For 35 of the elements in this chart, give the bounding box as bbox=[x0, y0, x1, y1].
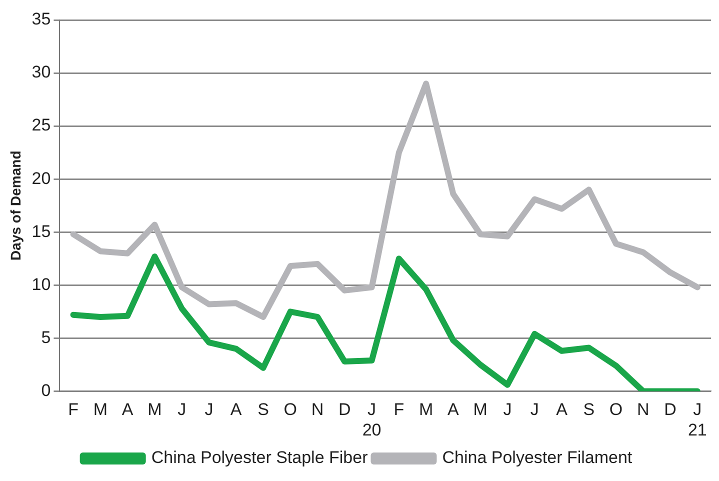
x-tick-label: A bbox=[122, 400, 134, 420]
x-tick-label: M bbox=[418, 400, 434, 420]
x-tick-label: J 21 bbox=[688, 400, 707, 440]
x-tick-label: M bbox=[93, 400, 108, 420]
x-tick-label: D bbox=[664, 400, 676, 420]
x-tick-label: O bbox=[609, 400, 623, 420]
y-tick-label: 35 bbox=[32, 10, 51, 29]
x-tick-label: J bbox=[204, 400, 214, 420]
x-tick-label: D bbox=[338, 400, 351, 420]
y-tick-label: 0 bbox=[41, 380, 51, 400]
y-tick-label: 20 bbox=[32, 168, 51, 188]
x-tick-label: F bbox=[394, 400, 404, 420]
x-tick-label: S bbox=[583, 400, 595, 420]
y-tick-label: 25 bbox=[32, 116, 51, 135]
x-tick-label: J 20 bbox=[362, 400, 382, 440]
x-tick-label: S bbox=[258, 400, 269, 420]
legend-label: China Polyester Staple Fiber bbox=[151, 448, 368, 468]
y-tick-label: 5 bbox=[41, 328, 51, 347]
x-tick-label: O bbox=[284, 400, 297, 420]
x-tick-label: N bbox=[637, 400, 650, 420]
x-tick-label: J bbox=[503, 400, 512, 420]
y-tick-label: 30 bbox=[32, 62, 51, 82]
legend-label: China Polyester Filament bbox=[442, 448, 632, 468]
x-tick-label: J bbox=[178, 400, 186, 420]
x-tick-label: N bbox=[311, 400, 324, 420]
x-tick-label: A bbox=[448, 400, 460, 420]
x-tick-label: M bbox=[148, 400, 162, 420]
y-axis-title: Days of Demand bbox=[7, 150, 24, 260]
y-tick-label: 10 bbox=[32, 274, 51, 294]
x-tick-label: A bbox=[556, 400, 568, 420]
x-tick-label: M bbox=[473, 400, 488, 420]
y-tick-label: 15 bbox=[32, 222, 51, 241]
x-tick-label: J bbox=[530, 400, 539, 420]
x-tick-label: F bbox=[68, 400, 78, 420]
x-tick-label: A bbox=[230, 400, 242, 420]
